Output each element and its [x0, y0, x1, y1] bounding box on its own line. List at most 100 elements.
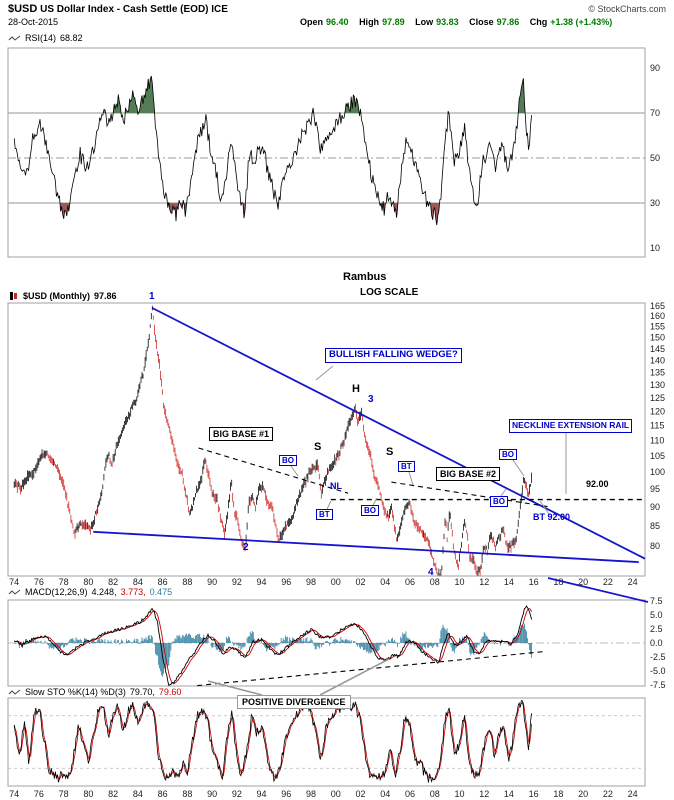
bo2-pointer [372, 497, 378, 506]
svg-text:86: 86 [158, 789, 168, 799]
svg-text:-7.5: -7.5 [650, 680, 666, 690]
svg-text:95: 95 [650, 484, 660, 494]
open-value: 96.40 [326, 17, 349, 27]
watermark-log-scale: LOG SCALE [360, 287, 419, 298]
chart-header: $USD US Dollar Index - Cash Settle (EOD)… [8, 3, 228, 15]
svg-text:82: 82 [108, 789, 118, 799]
label-right-shoulder: S [386, 446, 394, 458]
svg-text:120: 120 [650, 407, 665, 417]
callout-big-base-2: BIG BASE #2 [436, 467, 501, 482]
svg-text:90: 90 [207, 789, 217, 799]
svg-text:08: 08 [430, 789, 440, 799]
svg-text:50: 50 [650, 153, 660, 163]
label-point-3: 3 [368, 394, 374, 405]
svg-text:150: 150 [650, 333, 665, 343]
svg-text:16: 16 [529, 577, 539, 587]
rsi-indicator-icon [8, 35, 21, 41]
svg-text:74: 74 [9, 789, 19, 799]
chg-label: Chg [529, 17, 548, 27]
sto-k-value: 79.70 [130, 687, 155, 697]
svg-text:2.5: 2.5 [650, 624, 663, 634]
svg-text:00: 00 [331, 789, 341, 799]
macd-signal-value: 3.773 [121, 587, 146, 597]
svg-text:30: 30 [650, 198, 660, 208]
bt92-pointer [539, 500, 550, 515]
svg-text:06: 06 [405, 577, 415, 587]
label-bo-3: BO [490, 496, 508, 508]
label-point-1: 1 [149, 291, 155, 302]
big-base-1-neckline [198, 447, 349, 494]
svg-text:86: 86 [158, 577, 168, 587]
svg-text:02: 02 [356, 577, 366, 587]
rsi-panel-label: RSI(14) 68.82 [8, 33, 83, 43]
svg-text:12: 12 [479, 577, 489, 587]
callout-bullish-wedge: BULLISH FALLING WEDGE? [325, 348, 462, 363]
label-bo-2: BO [361, 505, 379, 517]
svg-text:5.0: 5.0 [650, 610, 663, 620]
svg-text:90: 90 [650, 63, 660, 73]
svg-text:78: 78 [59, 789, 69, 799]
ticker-symbol: $USD [8, 3, 38, 15]
label-neckline: NL [330, 481, 342, 491]
svg-text:18: 18 [553, 577, 563, 587]
svg-text:18: 18 [553, 789, 563, 799]
callout-big-base-1: BIG BASE #1 [209, 427, 274, 442]
svg-text:-5.0: -5.0 [650, 666, 666, 676]
wedge-lower-rail [93, 530, 639, 563]
bo3-pointer [500, 488, 507, 497]
label-bo-4: BO [499, 449, 517, 461]
svg-text:98: 98 [306, 577, 316, 587]
svg-text:96: 96 [281, 577, 291, 587]
svg-text:10: 10 [454, 577, 464, 587]
chg-value: +1.38 (+1.43%) [550, 17, 613, 27]
macd-histogram-value: 0.475 [149, 587, 173, 597]
label-bt-2: BT [398, 461, 415, 473]
close-value: 97.86 [496, 17, 520, 27]
svg-text:74: 74 [9, 577, 19, 587]
svg-text:155: 155 [650, 322, 665, 332]
low-label: Low [415, 17, 434, 27]
svg-text:14: 14 [504, 577, 514, 587]
svg-text:84: 84 [133, 789, 143, 799]
bo4-pointer [512, 459, 525, 477]
label-point-2: 2 [243, 542, 249, 553]
svg-text:0.0: 0.0 [650, 638, 663, 648]
svg-text:10: 10 [454, 789, 464, 799]
svg-text:06: 06 [405, 789, 415, 799]
svg-text:22: 22 [603, 789, 613, 799]
label-head: H [352, 383, 360, 395]
svg-text:165: 165 [650, 301, 665, 311]
macd-label: MACD(12,26,9) [25, 587, 88, 597]
label-bo-1: BO [279, 455, 297, 467]
watermark-rambus: Rambus [343, 271, 387, 283]
sto-indicator-icon [8, 689, 21, 695]
candlestick-icon [10, 292, 17, 300]
svg-text:04: 04 [380, 789, 390, 799]
big-base-2-neckline [391, 481, 550, 508]
blue-rail-extension [547, 577, 649, 603]
svg-text:105: 105 [650, 451, 665, 461]
bt1-pointer [326, 500, 332, 510]
rsi-label: RSI(14) [25, 33, 57, 43]
svg-text:02: 02 [356, 789, 366, 799]
open-label: Open [300, 17, 324, 27]
svg-text:92: 92 [232, 789, 242, 799]
bt2-pointer [408, 471, 414, 486]
callout-neckline-rail: NECKLINE EXTENSION RAIL [509, 419, 633, 433]
svg-text:78: 78 [59, 577, 69, 587]
rsi-value: 68.82 [60, 33, 83, 43]
svg-text:94: 94 [257, 789, 267, 799]
svg-text:00: 00 [331, 577, 341, 587]
svg-text:76: 76 [34, 789, 44, 799]
svg-text:88: 88 [182, 577, 192, 587]
label-point-4: 4 [428, 567, 434, 578]
svg-text:10: 10 [650, 243, 660, 253]
copyright: © StockCharts.com [588, 4, 666, 14]
label-left-shoulder: S [314, 441, 322, 453]
svg-text:92: 92 [232, 577, 242, 587]
svg-text:22: 22 [603, 577, 613, 587]
close-label: Close [469, 17, 494, 27]
svg-text:80: 80 [83, 789, 93, 799]
ohlc-quote: Open 96.40 High 97.89 Low 93.83 Close 97.86 … [300, 17, 612, 27]
